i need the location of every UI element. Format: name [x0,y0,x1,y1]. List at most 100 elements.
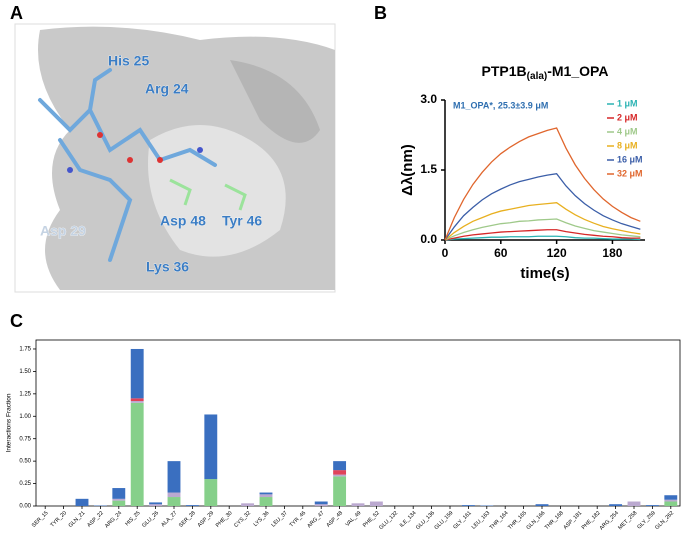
x-tick-label: VAL_49 [345,510,363,528]
bar-segment [112,498,126,501]
x-tick-label: ASP_181 [563,510,584,531]
x-tick-label: LEU_37 [271,510,289,528]
series-line [444,201,641,241]
residue-label: Arg 24 [145,81,189,97]
bar-segment [645,505,659,506]
legend-label: 4 μM [617,126,638,136]
x-tick-label: ARG_24 [104,510,123,529]
x-tick-label: LYS_36 [253,510,271,528]
bar-segment [664,495,678,500]
x-tick-label: ASP_48 [326,510,345,529]
bar-segment [204,414,218,480]
y-axis-label: Δλ(nm) [399,144,416,196]
x-tick-label: GLU_26 [141,510,160,529]
bar-segment [461,505,475,506]
x-tick-label: MET_258 [617,510,638,531]
x-tick-label: 0 [442,246,449,260]
bar-segment [333,461,347,471]
x-tick-label: ALA_27 [160,510,178,528]
x-tick-label: 120 [547,246,567,260]
x-tick-label: GLY_161 [452,510,472,530]
legend-label: 1 μM [617,98,638,108]
bar-segment [259,497,273,506]
bar-segment [149,504,163,506]
x-tick-label: ARG_254 [599,510,620,531]
x-tick-label: SER_28 [178,510,197,529]
bar-segment [112,488,126,499]
y-tick-label: 1.75 [19,347,31,353]
bar-segment [130,348,144,399]
y-tick-label: 0.75 [19,436,31,442]
x-tick-label: 180 [602,246,622,260]
bar-segment [149,502,163,505]
residue-label: Tyr 46 [222,213,262,229]
bar-segment [130,401,144,403]
x-tick-label: GLU_159 [434,510,455,531]
residue-label: Lys 36 [146,259,189,275]
x-tick-label: GLU_132 [378,510,399,531]
chart-title: PTP1B(ala)-M1_OPA [482,63,609,82]
bar-segment [664,499,678,502]
title-suffix: -M1_OPA [547,63,608,79]
y-tick-label: 0.00 [19,504,31,510]
bar-segment [609,504,623,506]
x-axis-label: time(s) [520,265,569,282]
bar-segment [314,504,328,506]
series-line [444,235,641,241]
x-tick-label: GLU_136 [415,510,436,531]
y-tick-label: 1.50 [19,369,31,375]
title-main: PTP1B [482,63,527,79]
x-tick-label: GLN_166 [526,510,547,531]
x-tick-label: THR_164 [489,510,510,531]
x-tick-label: ARG_47 [306,510,325,529]
x-tick-label: CYS_32 [233,510,252,529]
annotation: M1_OPA*, 25.3±3.9 μM [453,100,548,110]
y-axis-label: Interactions Fraction [6,393,13,452]
x-tick-label: 60 [494,246,508,260]
x-tick-label: ASP_22 [86,510,105,529]
bar-segment [535,504,549,506]
bar-segment [259,494,273,498]
y-tick-label: 0.0 [420,232,437,246]
bar-segment [185,505,199,506]
y-tick-label: 1.5 [420,162,437,176]
y-tick-label: 0.25 [19,481,31,487]
series-line [444,229,641,241]
legend-label: 16 μM [617,154,643,164]
y-tick-label: 0.50 [19,459,31,465]
bar-segment [664,501,678,506]
y-tick-label: 1.25 [19,391,31,397]
bar-segment [333,474,347,477]
x-tick-label: THR_165 [507,510,528,531]
x-tick-label: TYR_20 [50,510,69,529]
residue-label: Asp 29 [40,223,86,239]
bar-segment [314,501,328,505]
panel-label: A [10,3,23,23]
x-tick-label: HIS_25 [124,510,141,527]
molecule-image [14,23,336,293]
bar-segment [351,503,365,506]
x-tick-label: PHE_30 [215,510,234,529]
bar-segment [75,498,89,506]
residue-label: His 25 [108,53,149,69]
x-tick-label: GLN_21 [68,510,87,529]
bar-segment [333,476,347,506]
bar-segment [259,492,273,495]
y-tick-label: 3.0 [420,92,437,106]
bar-segment [167,497,181,506]
legend-label: 8 μM [617,140,638,150]
series-line [444,173,641,241]
x-tick-label: TYR_46 [289,510,308,529]
series-line [444,218,641,241]
legend-label: 2 μM [617,112,638,122]
title-subscript: (ala) [527,71,548,82]
legend-label: 32 μM [617,168,643,178]
bar-segment [167,492,181,498]
residue-label: Asp 48 [160,213,206,229]
panel-label: C [10,311,23,331]
y-tick-label: 1.00 [19,414,31,420]
bar-segment [627,501,641,506]
bar-segment [112,500,126,506]
panel-label: B [374,3,387,23]
x-tick-label: ASP_29 [197,510,216,529]
